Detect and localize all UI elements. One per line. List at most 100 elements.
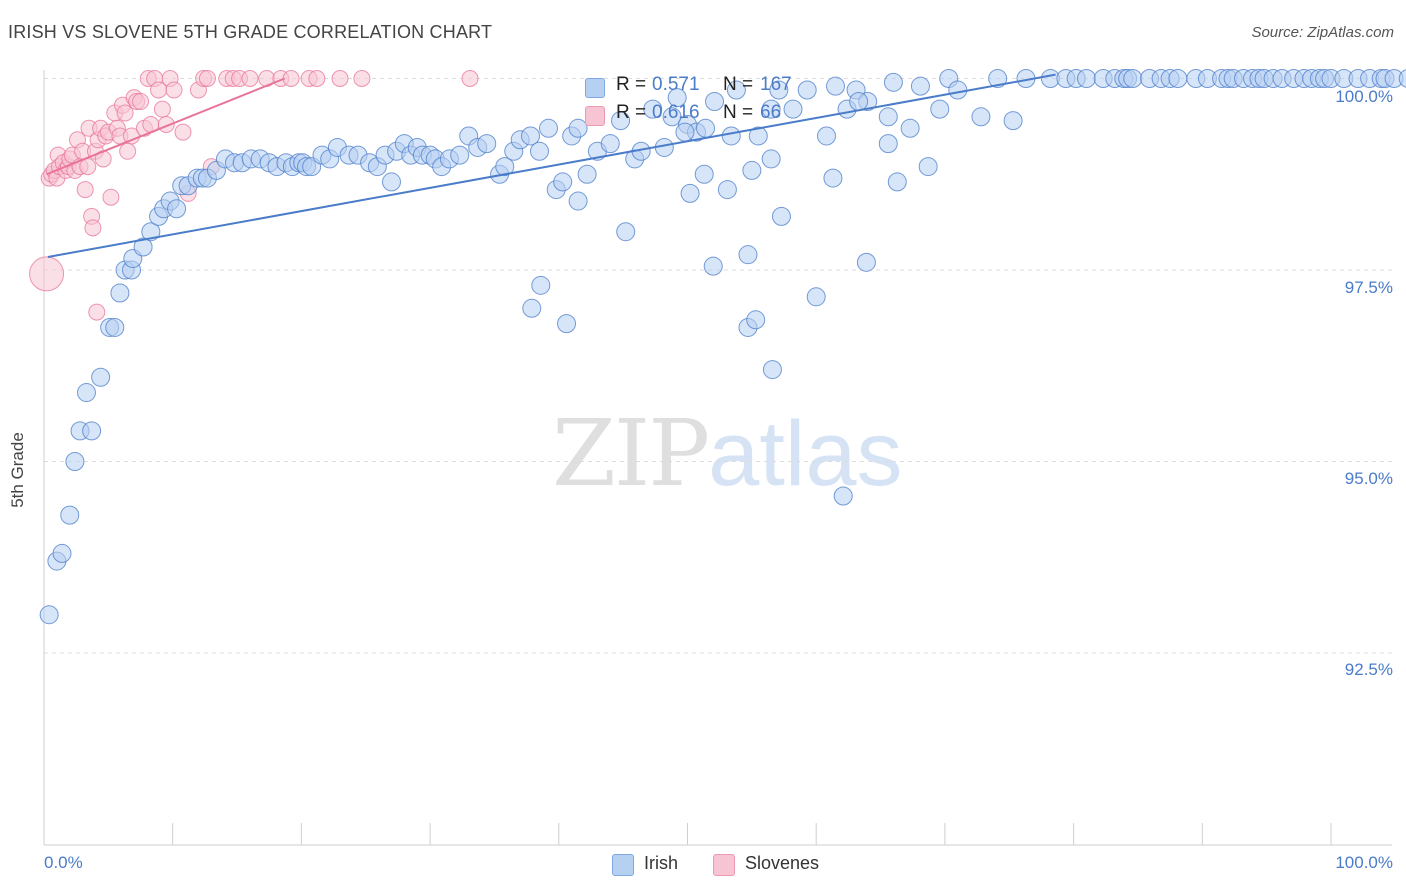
irish-point [1168, 69, 1188, 88]
irish-point [717, 180, 737, 200]
irish-point [577, 164, 597, 184]
y-tick-label-100: 100.0% [1335, 87, 1393, 106]
slovenes-point [29, 256, 65, 292]
irish-point [988, 69, 1008, 88]
irish-point [726, 80, 746, 100]
irish-point [553, 172, 573, 192]
y-tick-label-95: 95.0% [1344, 469, 1393, 488]
slovenes-point [308, 70, 326, 87]
irish-point [748, 126, 768, 146]
x-tick-label-max: 100.0% [1335, 853, 1393, 872]
irish-point [539, 118, 559, 138]
trend-lines [46, 73, 1056, 258]
slovenes-point [102, 188, 120, 206]
n-label: N = [723, 102, 754, 123]
irish-point [833, 486, 853, 506]
irish-point [887, 172, 907, 192]
irish-point [1076, 69, 1096, 88]
irish-point [948, 80, 968, 100]
irish-point [520, 126, 540, 146]
irish-swatch [585, 78, 605, 98]
source-attribution: Source: ZipAtlas.com [1251, 24, 1394, 41]
irish-point [878, 107, 898, 127]
irish-point [141, 222, 161, 242]
irish-point [110, 283, 130, 303]
irish-point [742, 160, 762, 180]
y-axis-label: 5th Grade [8, 432, 27, 508]
slovenes-point [198, 70, 216, 87]
irish-point [91, 367, 111, 387]
legend-label-irish: Irish [644, 853, 679, 873]
irish-point [1003, 111, 1023, 131]
n-value: 66 [760, 102, 782, 123]
slovenes-points [29, 70, 479, 321]
irish-point [82, 421, 102, 441]
irish-point [746, 310, 766, 330]
slovenes-swatch [585, 106, 605, 126]
irish-point [450, 145, 470, 165]
slovenes-point [165, 81, 183, 99]
axis-layer [43, 70, 1392, 846]
irish-point [1123, 69, 1143, 88]
slovenes-point [88, 303, 106, 321]
irish-point [522, 298, 542, 318]
irish-point [900, 118, 920, 138]
irish-point [738, 245, 758, 265]
irish-point [806, 287, 826, 307]
irish-point [823, 168, 843, 188]
irish-point [60, 505, 80, 525]
irish-point [771, 206, 791, 226]
slovenes-point [76, 181, 94, 199]
irish-point [52, 543, 72, 563]
n-label: N = [723, 74, 754, 95]
slovenes-point [241, 70, 259, 87]
irish-point [568, 191, 588, 211]
irish-point [600, 134, 620, 154]
irish-points [39, 69, 1406, 625]
irish-point [878, 134, 898, 154]
irish-point [783, 99, 803, 119]
irish-point [797, 80, 817, 100]
irish-point [611, 111, 631, 131]
correlation-stats-box: R = 0.571 N = 167 R = 0.616 N = 66 [560, 68, 820, 130]
irish-point [529, 141, 549, 161]
legend-swatch-slovenes [713, 854, 735, 876]
irish-point [849, 91, 869, 111]
irish-point [667, 88, 687, 108]
slovenes-point [282, 70, 300, 87]
irish-point [761, 99, 781, 119]
chart-title: IRISH VS SLOVENE 5TH GRADE CORRELATION C… [8, 22, 493, 42]
irish-point [105, 317, 125, 337]
legend-swatch-irish [612, 854, 634, 876]
irish-trend-line [47, 73, 1056, 258]
slovenes-point [119, 142, 137, 160]
irish-point [1398, 69, 1406, 88]
y-tick-label-92-5: 92.5% [1344, 660, 1393, 679]
slovenes-point [84, 219, 102, 237]
irish-point [643, 99, 663, 119]
irish-point [705, 91, 725, 111]
irish-point [133, 237, 153, 257]
slovenes-point [116, 104, 134, 122]
r-label: R = [616, 102, 647, 123]
slovenes-point [153, 100, 171, 118]
irish-point [769, 80, 789, 100]
irish-point [883, 72, 903, 92]
irish-point [557, 314, 577, 334]
irish-point [76, 383, 96, 403]
irish-point [616, 222, 636, 242]
r-value: 0.571 [652, 74, 700, 95]
watermark-zip: ZIP [552, 400, 710, 507]
irish-point [495, 157, 515, 177]
irish-point [381, 172, 401, 192]
irish-point [65, 452, 85, 471]
irish-point [680, 183, 700, 203]
r-label: R = [616, 74, 647, 95]
slovenes-point [461, 70, 479, 87]
irish-point [167, 199, 187, 219]
watermark-atlas: atlas [708, 403, 903, 505]
watermark: ZIPatlas [552, 400, 903, 507]
y-tick-label-97-5: 97.5% [1344, 278, 1393, 297]
irish-point [694, 164, 714, 184]
